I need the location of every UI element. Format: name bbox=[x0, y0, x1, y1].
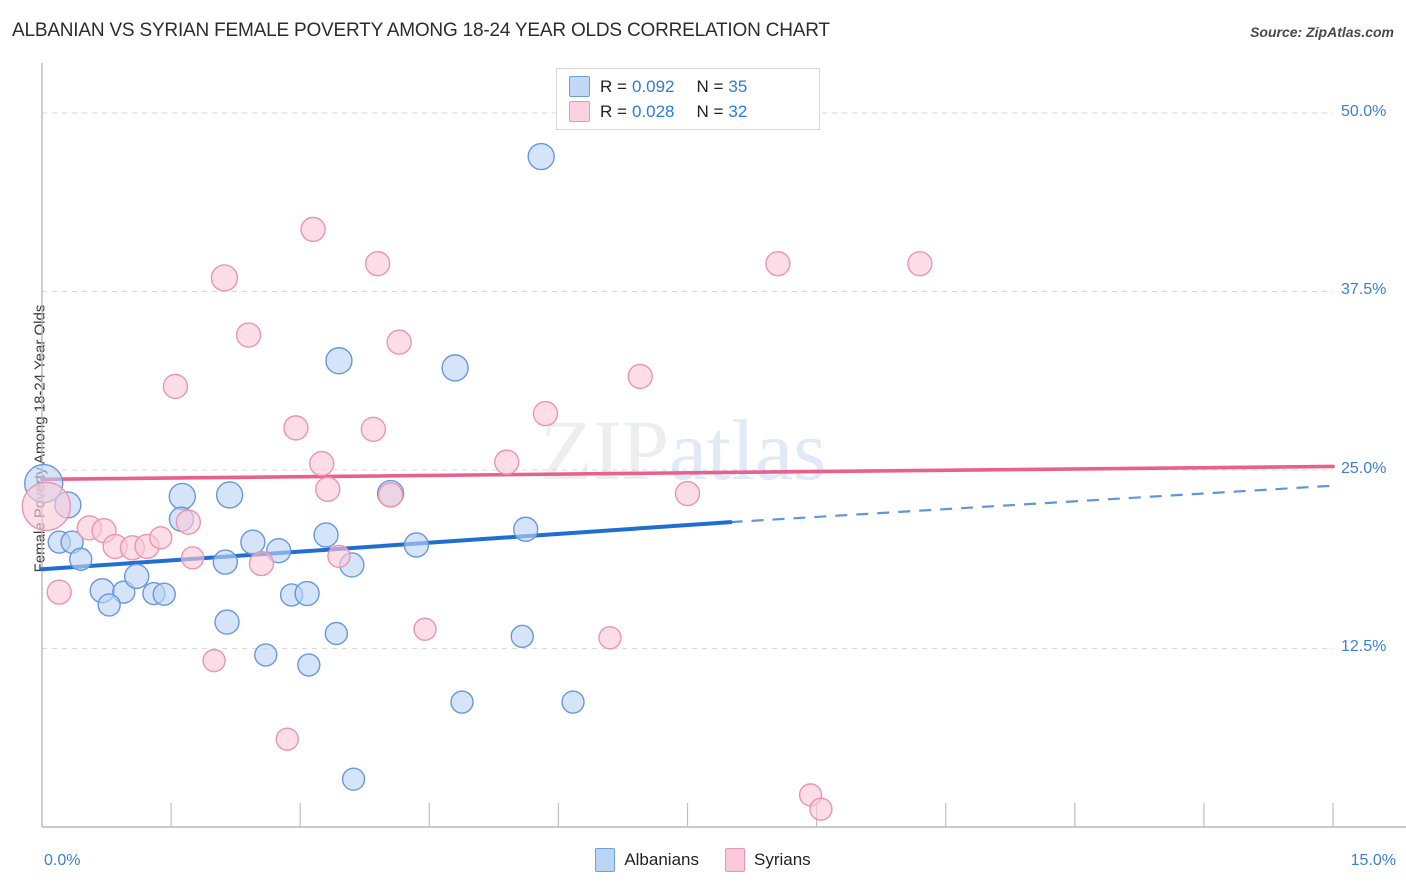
correlation-legend: R = 0.092 N = 35 R = 0.028 N = 32 bbox=[556, 68, 820, 130]
data-point[interactable] bbox=[327, 544, 351, 569]
data-point[interactable] bbox=[403, 532, 430, 558]
data-point[interactable] bbox=[313, 522, 339, 548]
series-points-syrians bbox=[21, 216, 933, 821]
legend-row-albanians: R = 0.092 N = 35 bbox=[569, 74, 807, 99]
data-point[interactable] bbox=[248, 550, 275, 577]
y-axis-tick-label-50: 50.0% bbox=[1341, 102, 1387, 120]
legend-r-label-syrians: R = bbox=[600, 101, 627, 121]
data-point[interactable] bbox=[69, 547, 93, 571]
data-point[interactable] bbox=[46, 579, 72, 605]
data-point[interactable] bbox=[512, 516, 539, 542]
legend-swatch-syrians bbox=[569, 101, 590, 122]
data-point[interactable] bbox=[527, 142, 555, 171]
data-point[interactable] bbox=[175, 509, 202, 535]
data-point[interactable] bbox=[240, 529, 266, 555]
source-attribution: Source: ZipAtlas.com bbox=[1250, 24, 1394, 40]
data-point[interactable] bbox=[212, 549, 239, 575]
data-point[interactable] bbox=[300, 216, 326, 243]
legend-n-value-albanians: 35 bbox=[728, 76, 748, 96]
data-point[interactable] bbox=[97, 593, 121, 617]
legend-swatch-albanians bbox=[569, 76, 590, 97]
legend-n-label-syrians: N = bbox=[696, 101, 724, 121]
data-point[interactable] bbox=[907, 250, 933, 277]
trend-lines bbox=[40, 464, 1335, 572]
legend-r-value-albanians: 0.092 bbox=[631, 76, 675, 96]
data-point[interactable] bbox=[214, 609, 240, 635]
series-legend-swatch-albanians bbox=[595, 848, 616, 872]
data-point[interactable] bbox=[674, 480, 701, 507]
data-point[interactable] bbox=[441, 354, 469, 382]
data-point[interactable] bbox=[210, 264, 239, 292]
data-point[interactable] bbox=[149, 526, 173, 550]
data-point[interactable] bbox=[21, 481, 72, 532]
legend-r-value-syrians: 0.028 bbox=[631, 101, 675, 121]
data-point[interactable] bbox=[309, 450, 335, 477]
data-point[interactable] bbox=[360, 416, 387, 442]
data-point[interactable] bbox=[123, 563, 150, 590]
legend-r-label-albanians: R = bbox=[600, 76, 627, 96]
data-point[interactable] bbox=[275, 727, 299, 751]
data-point[interactable] bbox=[283, 415, 309, 441]
series-legend-label-albanians: Albanians bbox=[624, 850, 699, 869]
data-point[interactable] bbox=[450, 690, 474, 714]
trendline-syrians bbox=[40, 464, 1335, 482]
data-point[interactable] bbox=[413, 617, 437, 641]
series-legend: Albanians Syrians bbox=[0, 848, 1406, 872]
legend-n-label-albanians: N = bbox=[696, 76, 724, 96]
data-point[interactable] bbox=[341, 767, 366, 791]
data-point[interactable] bbox=[180, 546, 205, 570]
page-title: ALBANIAN VS SYRIAN FEMALE POVERTY AMONG … bbox=[12, 20, 830, 41]
series-legend-item-syrians[interactable]: Syrians bbox=[724, 848, 811, 872]
x-axis-max-label: 15.0% bbox=[1350, 852, 1396, 869]
data-point[interactable] bbox=[532, 400, 559, 427]
data-point[interactable] bbox=[202, 648, 226, 673]
data-point[interactable] bbox=[265, 537, 292, 564]
legend-row-syrians: R = 0.028 N = 32 bbox=[569, 99, 807, 124]
y-axis-tick-label-25: 25.0% bbox=[1341, 459, 1387, 477]
legend-n-value-syrians: 32 bbox=[728, 101, 748, 121]
data-point[interactable] bbox=[627, 363, 653, 390]
data-point[interactable] bbox=[162, 373, 189, 400]
series-legend-swatch-syrians bbox=[724, 848, 745, 872]
trendline-albanians-dashed bbox=[730, 484, 1334, 524]
data-point[interactable] bbox=[494, 449, 520, 475]
series-legend-label-syrians: Syrians bbox=[753, 850, 811, 869]
data-point[interactable] bbox=[235, 322, 262, 348]
y-axis-tick-label-12-5: 12.5% bbox=[1341, 638, 1387, 656]
data-point[interactable] bbox=[294, 580, 320, 607]
y-axis-tick-label-37-5: 37.5% bbox=[1341, 281, 1387, 299]
data-point[interactable] bbox=[325, 347, 353, 375]
data-point[interactable] bbox=[152, 582, 176, 606]
trendline-albanians-solid bbox=[40, 520, 733, 572]
data-point[interactable] bbox=[215, 481, 244, 509]
data-point[interactable] bbox=[254, 643, 278, 667]
data-point[interactable] bbox=[809, 797, 833, 821]
data-point[interactable] bbox=[377, 482, 404, 508]
data-point[interactable] bbox=[297, 653, 321, 677]
data-point[interactable] bbox=[598, 626, 622, 650]
data-point[interactable] bbox=[561, 690, 585, 714]
data-point[interactable] bbox=[510, 624, 534, 649]
series-legend-item-albanians[interactable]: Albanians bbox=[595, 848, 699, 872]
data-point[interactable] bbox=[168, 482, 196, 511]
x-axis-min-label: 0.0% bbox=[44, 852, 81, 869]
data-point[interactable] bbox=[315, 476, 341, 502]
data-point[interactable] bbox=[386, 329, 412, 355]
data-point[interactable] bbox=[364, 250, 391, 277]
data-point[interactable] bbox=[765, 250, 791, 277]
data-point[interactable] bbox=[324, 621, 349, 646]
